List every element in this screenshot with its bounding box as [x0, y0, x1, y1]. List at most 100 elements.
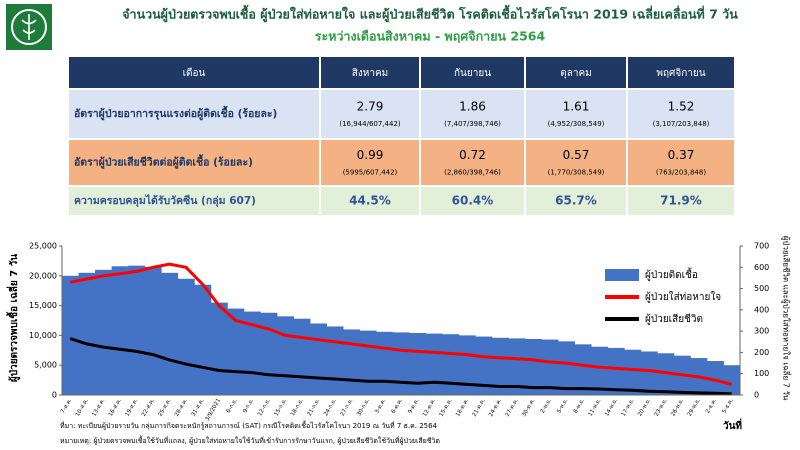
row-label: ความครอบคลุมได้รับวัคซีน (กลุ่ม 607)	[74, 194, 256, 208]
x-tick-label: 19-ส.ค.	[124, 397, 140, 418]
bar	[293, 318, 311, 395]
line	[69, 337, 732, 396]
x-tick-label: 5-พ.ย.	[556, 398, 569, 415]
bar	[508, 338, 526, 395]
table-cell	[628, 187, 734, 215]
cell-value: 0.57	[563, 148, 590, 162]
cell-detail: (3,107/203,848)	[653, 120, 710, 128]
table-cell	[526, 140, 626, 185]
bar	[657, 353, 675, 395]
bar	[260, 312, 278, 395]
legend-label: ผู้ป่วยเสียชีวิต	[645, 313, 703, 325]
x-tick-label: 23-พ.ย.	[654, 398, 669, 418]
bar	[640, 351, 658, 395]
bar	[111, 266, 129, 395]
bar	[227, 308, 245, 395]
y-axis-label: ผู้ป่วยตรวจพบเชื้อ เฉลี่ย 7 วัน	[6, 254, 21, 382]
x-tick-label: 24-ก.ย.	[323, 398, 338, 418]
cell-detail: (5995/607,442)	[343, 169, 398, 177]
y2-axis-label: ผู้ป่วยเสียชีวิต และผู้ป่วยใส่ท่อหายใจ เ…	[781, 236, 793, 401]
y2-tick-label: 200	[754, 348, 769, 357]
bar	[276, 316, 294, 395]
table-cell	[421, 90, 524, 138]
cell-detail: (2,860/398,746)	[444, 169, 501, 177]
y2-tick-label: 500	[754, 284, 769, 293]
x-tick-label: 12-ต.ค.	[422, 398, 437, 418]
bar	[392, 332, 410, 395]
x-tick-label: 24-ต.ค.	[488, 398, 503, 418]
bar	[409, 333, 427, 395]
cell-value: 1.52	[668, 100, 695, 114]
table: เดือน สิงหาคม กันยายน ตุลาคม พฤศจิกายนอัตราผ…	[69, 57, 734, 215]
y-tick-label: 10,000	[29, 331, 57, 340]
y-tick-label: 15,000	[29, 301, 57, 310]
table-cell	[628, 57, 734, 88]
x-tick-label: 30-ต.ค.	[521, 398, 536, 418]
bar	[78, 272, 96, 395]
x-tick-label: 8-พ.ย.	[573, 398, 586, 415]
x-tick-label: 15-ต.ค.	[439, 398, 454, 418]
footnote: หมายเหตุ: ผู้ป่วยตรวจพบเชื้อใช้วันที่แถล…	[60, 434, 440, 445]
table-cell	[69, 90, 319, 138]
y2-tick-label: 0	[754, 391, 759, 400]
table-header: เดือน	[183, 67, 206, 79]
title: จำนวนผู้ป่วยตรวจพบเชื้อ ผู้ป่วยใส่ท่อหาย…	[122, 5, 738, 23]
source-note: ที่มา: ทะเบียนผู้ป่วยรายวัน กลุ่มภารกิจต…	[60, 419, 438, 430]
y2-tick-label: 300	[754, 327, 769, 336]
bar	[161, 272, 179, 395]
logo-ring	[11, 9, 47, 45]
y-tick-label: 5,000	[34, 361, 57, 370]
x-tick-label: 10-ส.ค.	[74, 397, 90, 418]
x-tick-label: 30-ก.ย.	[356, 398, 371, 418]
y2-tick-label: 600	[754, 263, 769, 272]
bar	[458, 335, 476, 395]
cell-value: 0.37	[668, 148, 695, 162]
x-tick-label: 9-ก.ย.	[242, 398, 255, 415]
x-tick-label: 17-พ.ย.	[621, 398, 636, 418]
table-cell	[421, 57, 524, 88]
table-header: พฤศจิกายน	[656, 68, 705, 79]
cell-value: 71.9%	[660, 194, 702, 208]
cell-detail: (1,770/308,549)	[548, 169, 605, 177]
table-cell	[321, 90, 419, 138]
chart: 0 5,000 10,000 15,000 20,000 25,000 0 100 200 300…	[6, 236, 793, 445]
y-tick-label: 25,000	[29, 242, 57, 251]
legend-label: ผู้ป่วยใส่ท่อหายใจ	[645, 291, 721, 303]
bar	[144, 266, 162, 395]
x-tick-label: 16-ส.ค.	[107, 397, 123, 418]
table-cell	[421, 140, 524, 185]
bar	[574, 344, 592, 395]
x-tick-label: 12-ก.ย.	[257, 398, 272, 418]
row-label: อัตราผู้ป่วยอาการรุนแรงต่อผู้ติดเชื้อ (ร…	[74, 105, 277, 121]
x-tick-label: 21-ก.ย.	[307, 398, 322, 418]
bar	[326, 326, 344, 395]
bar	[128, 265, 146, 395]
x-tick-label: 21-ต.ค.	[472, 398, 487, 418]
x-tick-label: 5-ธ.ค.	[721, 397, 735, 415]
table-cell	[69, 187, 319, 215]
table-cell	[526, 90, 626, 138]
x-tick-label: 2-ธ.ค.	[704, 397, 718, 415]
cell-value: 60.4%	[452, 194, 494, 208]
y-tick-label: 20,000	[29, 271, 57, 280]
x-tick-label: 31-ส.ค.	[190, 397, 206, 418]
x-tick-label: 6-ก.ย.	[226, 398, 239, 415]
bar	[310, 323, 327, 395]
x-tick-label: 15-ก.ย.	[274, 398, 289, 418]
cell-detail: (16,944/607,442)	[339, 120, 401, 128]
x-tick-label: 22-ส.ค.	[140, 397, 156, 418]
bar	[491, 337, 509, 395]
cell-detail: (7,407/398,746)	[444, 120, 501, 128]
bar	[442, 334, 460, 395]
x-tick-label: 3-ต.ค.	[374, 398, 387, 415]
cell-value: 65.7%	[555, 194, 597, 208]
logo-emblem	[21, 14, 37, 40]
table-header: กันยายน	[454, 68, 491, 79]
bar	[525, 338, 542, 395]
y2-tick-label: 400	[754, 305, 769, 314]
cell-value: 2.79	[357, 100, 384, 114]
bar	[425, 333, 443, 395]
bar	[607, 347, 625, 395]
y-tick-label: 0	[52, 391, 57, 400]
